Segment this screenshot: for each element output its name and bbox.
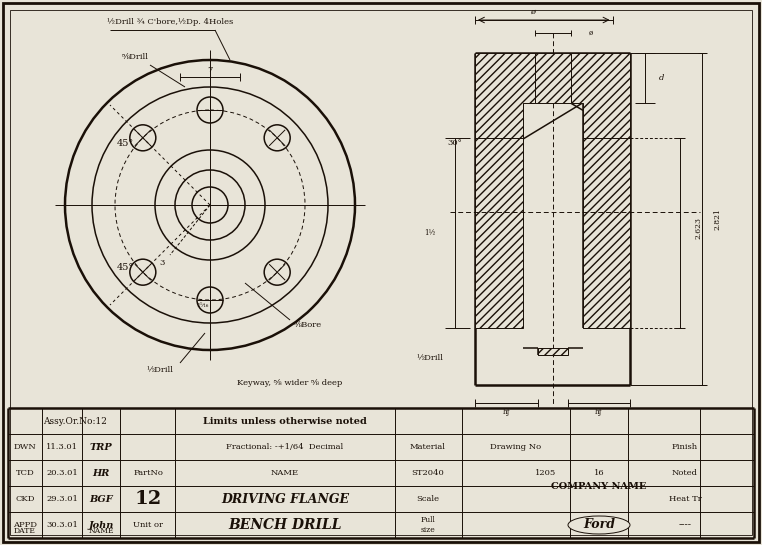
Text: 2.623: 2.623 <box>694 217 702 239</box>
Polygon shape <box>571 53 630 138</box>
Text: Unit or: Unit or <box>133 521 163 529</box>
Text: ----: ---- <box>678 520 691 530</box>
Text: 3: 3 <box>159 259 165 267</box>
Text: John: John <box>88 520 114 530</box>
Text: hƒ: hƒ <box>502 408 510 416</box>
Text: Scale: Scale <box>417 495 440 503</box>
Text: ⅝Bore: ⅝Bore <box>294 321 322 329</box>
Text: Heat Tr: Heat Tr <box>668 495 701 503</box>
Text: 11.3.01: 11.3.01 <box>46 443 78 451</box>
Text: ST2040: ST2040 <box>411 469 444 477</box>
Text: BENCH DRILL: BENCH DRILL <box>229 518 341 532</box>
Ellipse shape <box>568 516 630 534</box>
Text: ø: ø <box>588 29 593 37</box>
Text: 30°: 30° <box>447 139 463 147</box>
Text: 20.3.01: 20.3.01 <box>46 469 78 477</box>
Text: TCD: TCD <box>16 469 34 477</box>
Text: BGF: BGF <box>89 494 113 504</box>
Text: COMPANY NAME: COMPANY NAME <box>552 481 647 490</box>
Text: NAME: NAME <box>271 469 299 477</box>
Text: hƒ: hƒ <box>595 408 603 416</box>
Text: 1½: 1½ <box>424 229 436 237</box>
Text: Noted: Noted <box>672 469 698 477</box>
Text: 7: 7 <box>207 66 213 74</box>
Text: APPD: APPD <box>13 521 37 529</box>
Text: Keyway, ⅝ wider ⅝ deep: Keyway, ⅝ wider ⅝ deep <box>238 379 343 387</box>
Text: DWN: DWN <box>14 443 37 451</box>
Polygon shape <box>537 348 568 355</box>
Text: Drawing No: Drawing No <box>491 443 542 451</box>
Text: TRP: TRP <box>90 443 112 451</box>
Text: Limits unless otherwise noted: Limits unless otherwise noted <box>203 416 367 426</box>
Text: 12: 12 <box>134 490 162 508</box>
Text: 2.821: 2.821 <box>713 208 721 230</box>
Text: HR: HR <box>92 469 110 477</box>
Text: Assy.Or.No:12: Assy.Or.No:12 <box>43 416 107 426</box>
Text: NAME: NAME <box>88 527 114 535</box>
Text: DRIVING FLANGE: DRIVING FLANGE <box>221 493 349 506</box>
Text: ½Drill ¾ C'bore,½Dp. 4Holes: ½Drill ¾ C'bore,½Dp. 4Holes <box>107 18 233 26</box>
Text: ½Drill: ½Drill <box>417 354 443 362</box>
Text: Material: Material <box>410 443 446 451</box>
Text: 1⁵⁄₁₆: 1⁵⁄₁₆ <box>196 302 208 307</box>
Text: 30.3.01: 30.3.01 <box>46 521 78 529</box>
Text: ⅝Drill: ⅝Drill <box>121 53 149 61</box>
Text: 29.3.01: 29.3.01 <box>46 495 78 503</box>
Text: Ford: Ford <box>583 518 615 531</box>
Text: 1205: 1205 <box>536 469 556 477</box>
Text: Full
size: Full size <box>421 517 435 534</box>
Text: 45°: 45° <box>117 263 133 271</box>
Text: Finish: Finish <box>672 443 698 451</box>
Text: Fractional: -+1/64  Decimal: Fractional: -+1/64 Decimal <box>226 443 344 451</box>
Polygon shape <box>475 53 534 138</box>
Polygon shape <box>534 53 571 103</box>
Text: ø: ø <box>530 8 535 16</box>
Polygon shape <box>582 138 630 328</box>
Text: PartNo: PartNo <box>133 469 163 477</box>
Text: DATE: DATE <box>14 527 36 535</box>
Text: CKD: CKD <box>15 495 35 503</box>
Text: 16: 16 <box>594 469 604 477</box>
Polygon shape <box>475 138 523 328</box>
Text: ½Drill: ½Drill <box>146 366 174 374</box>
Text: d: d <box>659 74 664 82</box>
Text: 45°: 45° <box>117 138 133 148</box>
